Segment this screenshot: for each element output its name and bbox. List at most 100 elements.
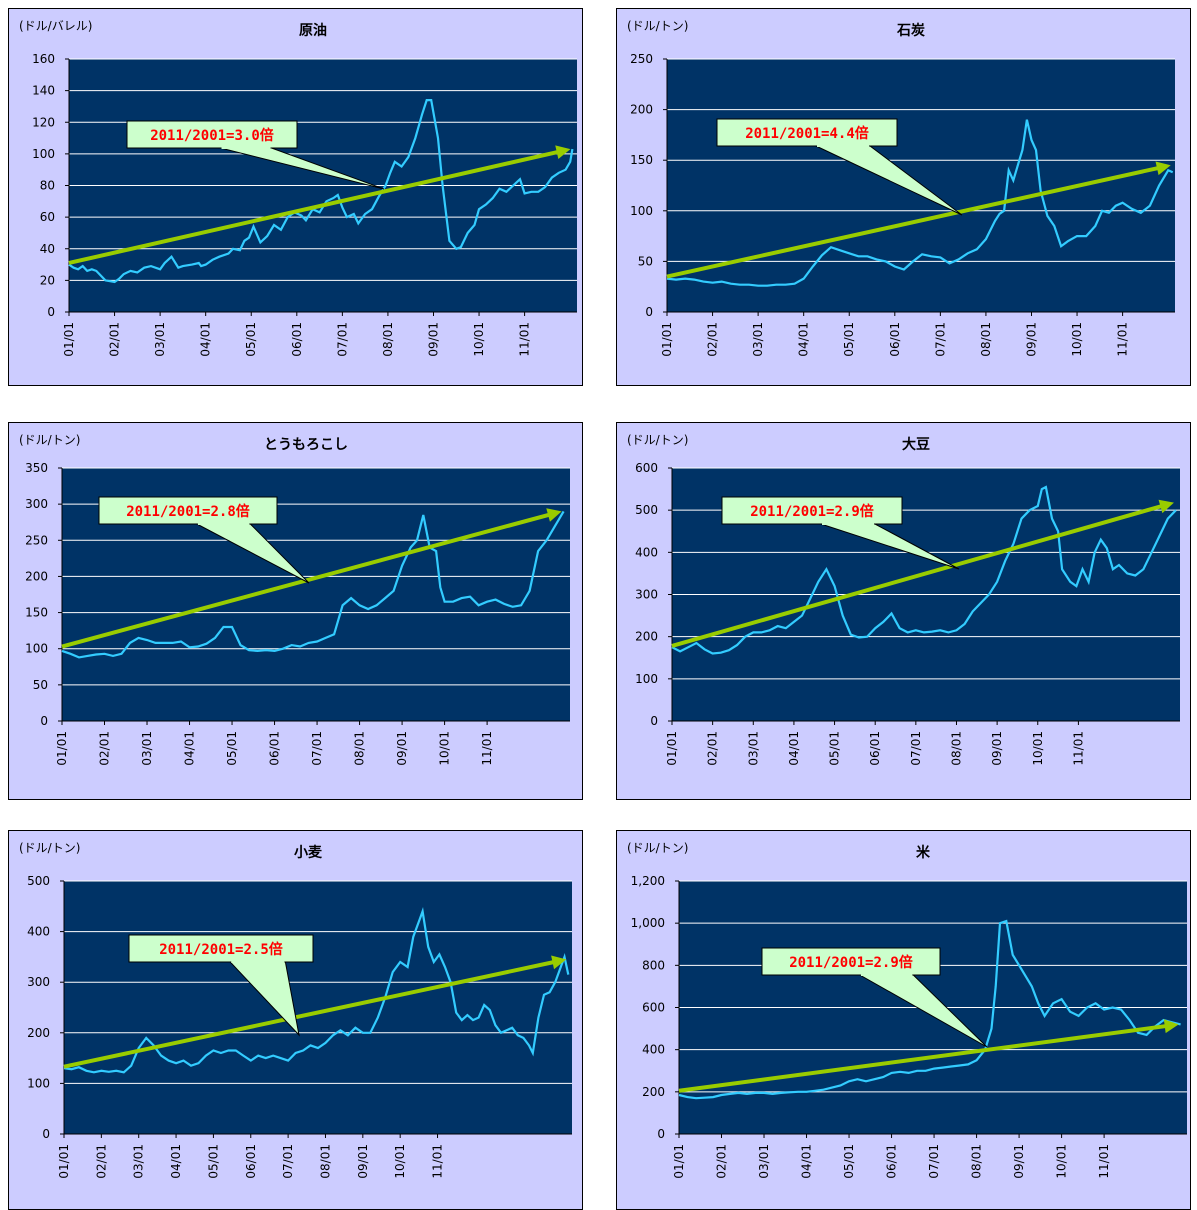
x-tick-label: 10/01 bbox=[1031, 731, 1045, 766]
chart-title: 米 bbox=[916, 845, 930, 861]
chart-panel-2: (ドル/トン) とうもろこし 0 50 100 150 200 250 300 350 01/01 0… bbox=[8, 422, 583, 800]
x-tick-label: 03/01 bbox=[751, 322, 765, 357]
trend-arrow bbox=[68, 148, 563, 265]
unit-label: (ドル/トン) bbox=[627, 19, 689, 33]
y-tick-label: 60 bbox=[40, 210, 55, 224]
y-tick-label: 0 bbox=[645, 305, 653, 319]
x-tick-label: 07/01 bbox=[933, 322, 947, 357]
y-tick-label: 0 bbox=[40, 714, 48, 728]
chart-title: 原油 bbox=[299, 23, 327, 39]
unit-label: (ドル/トン) bbox=[19, 433, 81, 447]
chart-panel-5: (ドル/トン) 米 0 200 400 600 800 1,000 1,200 01/01 02/0… bbox=[616, 830, 1191, 1210]
x-tick-label: 05/01 bbox=[828, 731, 842, 766]
callout-box bbox=[716, 118, 898, 147]
y-tick-label: 100 bbox=[635, 672, 658, 686]
callout-box bbox=[721, 496, 903, 525]
x-tick-label: 07/01 bbox=[335, 322, 349, 357]
x-tick-label: 02/01 bbox=[715, 1144, 729, 1179]
price-series-line bbox=[678, 919, 1181, 1100]
x-tick-label: 09/01 bbox=[1024, 322, 1038, 357]
x-tick-label: 04/01 bbox=[800, 1144, 814, 1179]
x-tick-label: 05/01 bbox=[225, 731, 239, 766]
x-tick-label: 06/01 bbox=[888, 322, 902, 357]
y-tick-label: 100 bbox=[27, 1076, 50, 1090]
x-tick-label: 11/01 bbox=[1116, 322, 1130, 357]
x-tick-label: 03/01 bbox=[140, 731, 154, 766]
y-tick-label: 50 bbox=[638, 254, 653, 268]
x-tick-label: 07/01 bbox=[310, 731, 324, 766]
chart-svg: 0 50 100 150 200 250 01/01 02/01 03/01 04/01 05/01… bbox=[630, 52, 1175, 357]
x-tick-label: 04/01 bbox=[199, 322, 213, 357]
callout-box bbox=[128, 934, 314, 963]
y-tick-label: 300 bbox=[27, 975, 50, 989]
x-tick-label: 09/01 bbox=[356, 1144, 370, 1179]
x-tick-label: 08/01 bbox=[979, 322, 993, 357]
y-tick-label: 120 bbox=[32, 115, 55, 129]
unit-label: (ドル/トン) bbox=[19, 841, 81, 855]
y-tick-label: 0 bbox=[657, 1127, 665, 1141]
callout-text: 2011/2001=2.8倍 bbox=[126, 503, 250, 520]
x-tick-label: 08/01 bbox=[949, 731, 963, 766]
y-tick-label: 1,200 bbox=[631, 874, 665, 888]
trend-arrow-head bbox=[1155, 161, 1171, 176]
y-tick-label: 20 bbox=[40, 273, 55, 287]
y-tick-label: 200 bbox=[642, 1085, 665, 1099]
x-tick-label: 05/01 bbox=[244, 322, 258, 357]
y-tick-label: 0 bbox=[47, 305, 55, 319]
callout-text: 2011/2001=2.9倍 bbox=[750, 503, 874, 520]
x-tick-label: 05/01 bbox=[842, 1144, 856, 1179]
x-tick-label: 03/01 bbox=[132, 1144, 146, 1179]
chart-svg: 0 200 400 600 800 1,000 1,200 01/01 02/01 03/01 04… bbox=[631, 874, 1187, 1179]
x-tick-label: 01/01 bbox=[660, 322, 674, 357]
y-tick-label: 40 bbox=[40, 242, 55, 256]
y-tick-label: 350 bbox=[25, 461, 48, 475]
y-tick-label: 160 bbox=[32, 52, 55, 66]
y-tick-label: 500 bbox=[27, 874, 50, 888]
x-tick-label: 10/01 bbox=[472, 322, 486, 357]
x-tick-label: 10/01 bbox=[1055, 1144, 1069, 1179]
x-tick-label: 07/01 bbox=[281, 1144, 295, 1179]
y-tick-label: 300 bbox=[25, 497, 48, 511]
callout-box bbox=[126, 120, 298, 149]
x-tick-label: 04/01 bbox=[797, 322, 811, 357]
trend-arrow-head bbox=[1158, 499, 1174, 514]
x-tick-label: 06/01 bbox=[244, 1144, 258, 1179]
x-tick-label: 02/01 bbox=[108, 322, 122, 357]
x-tick-label: 02/01 bbox=[94, 1144, 108, 1179]
y-tick-label: 600 bbox=[642, 1001, 665, 1015]
y-tick-label: 50 bbox=[33, 678, 48, 692]
x-tick-label: 04/01 bbox=[169, 1144, 183, 1179]
y-tick-label: 200 bbox=[27, 1026, 50, 1040]
x-tick-label: 03/01 bbox=[153, 322, 167, 357]
x-tick-label: 11/01 bbox=[431, 1144, 445, 1179]
price-series-line bbox=[63, 907, 570, 1074]
x-tick-label: 01/01 bbox=[57, 1144, 71, 1179]
chart-svg: 0 20 40 60 80 100 120 140 160 01/01 02/01 03/01 04/0… bbox=[32, 52, 577, 357]
trend-arrow-head bbox=[546, 508, 562, 522]
trend-arrow bbox=[666, 165, 1164, 279]
x-tick-label: 03/01 bbox=[757, 1144, 771, 1179]
x-tick-label: 05/01 bbox=[206, 1144, 220, 1179]
x-tick-label: 10/01 bbox=[1070, 322, 1084, 357]
y-tick-label: 400 bbox=[635, 545, 658, 559]
chart-panel-3: (ドル/トン) 大豆 0 100 200 300 400 500 600 01/01 02/01 03… bbox=[616, 422, 1191, 800]
x-tick-label: 03/01 bbox=[746, 731, 760, 766]
x-tick-label: 07/01 bbox=[927, 1144, 941, 1179]
x-tick-label: 11/01 bbox=[1071, 731, 1085, 766]
y-tick-label: 150 bbox=[630, 153, 653, 167]
price-series-line bbox=[666, 119, 1174, 287]
x-tick-label: 02/01 bbox=[706, 731, 720, 766]
callout-box bbox=[761, 947, 941, 976]
price-series-line bbox=[671, 485, 1177, 655]
chart-title: 石炭 bbox=[897, 23, 925, 39]
chart-panel-4: (ドル/トン) 小麦 0 100 200 300 400 500 01/01 02/01 03/01… bbox=[8, 830, 583, 1210]
x-tick-label: 06/01 bbox=[885, 1144, 899, 1179]
x-tick-label: 06/01 bbox=[290, 322, 304, 357]
x-tick-label: 10/01 bbox=[438, 731, 452, 766]
x-tick-label: 11/01 bbox=[518, 322, 532, 357]
trend-arrow bbox=[63, 959, 559, 1069]
x-tick-label: 11/01 bbox=[1097, 1144, 1111, 1179]
x-tick-label: 05/01 bbox=[842, 322, 856, 357]
y-tick-label: 200 bbox=[635, 630, 658, 644]
unit-label: (ドル/バレル) bbox=[19, 19, 93, 33]
